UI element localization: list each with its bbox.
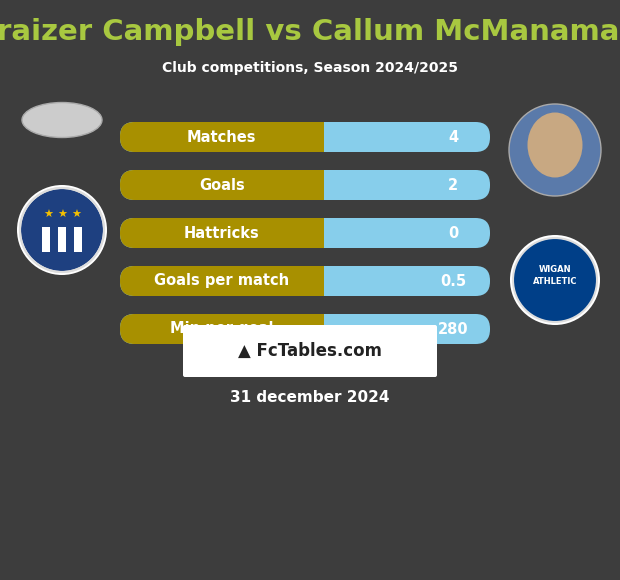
Text: Goals per match: Goals per match — [154, 274, 290, 288]
FancyBboxPatch shape — [120, 266, 338, 296]
Text: 2: 2 — [448, 177, 458, 193]
Text: Club competitions, Season 2024/2025: Club competitions, Season 2024/2025 — [162, 61, 458, 75]
Bar — [324, 266, 340, 296]
Text: 31 december 2024: 31 december 2024 — [230, 390, 390, 404]
Text: ▲ FcTables.com: ▲ FcTables.com — [238, 342, 382, 360]
Text: Fraizer Campbell vs Callum McManaman: Fraizer Campbell vs Callum McManaman — [0, 18, 620, 46]
Text: 0: 0 — [448, 226, 459, 241]
Text: ★: ★ — [57, 210, 67, 220]
FancyBboxPatch shape — [183, 325, 437, 377]
Text: Goals: Goals — [199, 177, 245, 193]
FancyBboxPatch shape — [120, 266, 490, 296]
Text: 4: 4 — [448, 129, 458, 144]
Bar — [324, 314, 340, 344]
FancyBboxPatch shape — [120, 314, 490, 344]
Text: Min per goal: Min per goal — [170, 321, 273, 336]
Text: ★: ★ — [43, 210, 53, 220]
Text: ★: ★ — [71, 210, 81, 220]
FancyBboxPatch shape — [120, 218, 490, 248]
FancyBboxPatch shape — [120, 122, 490, 152]
Text: Hattricks: Hattricks — [184, 226, 260, 241]
FancyBboxPatch shape — [120, 314, 338, 344]
Circle shape — [20, 188, 104, 272]
Bar — [74, 227, 82, 252]
Circle shape — [509, 104, 601, 196]
Bar — [50, 227, 58, 252]
Text: ATHLETIC: ATHLETIC — [533, 277, 577, 287]
Circle shape — [510, 235, 600, 325]
Circle shape — [17, 185, 107, 275]
Ellipse shape — [22, 103, 102, 137]
FancyBboxPatch shape — [120, 170, 338, 200]
Bar — [66, 227, 74, 252]
FancyBboxPatch shape — [120, 122, 338, 152]
Text: Matches: Matches — [187, 129, 257, 144]
Bar — [324, 218, 340, 248]
Bar — [324, 170, 340, 200]
Bar — [58, 227, 66, 252]
FancyBboxPatch shape — [120, 170, 490, 200]
FancyBboxPatch shape — [120, 218, 338, 248]
Bar — [42, 227, 50, 252]
Text: 0.5: 0.5 — [440, 274, 466, 288]
Text: 280: 280 — [438, 321, 469, 336]
Ellipse shape — [528, 113, 583, 177]
Bar — [324, 122, 340, 152]
Text: WIGAN: WIGAN — [539, 266, 571, 274]
Circle shape — [513, 238, 597, 322]
